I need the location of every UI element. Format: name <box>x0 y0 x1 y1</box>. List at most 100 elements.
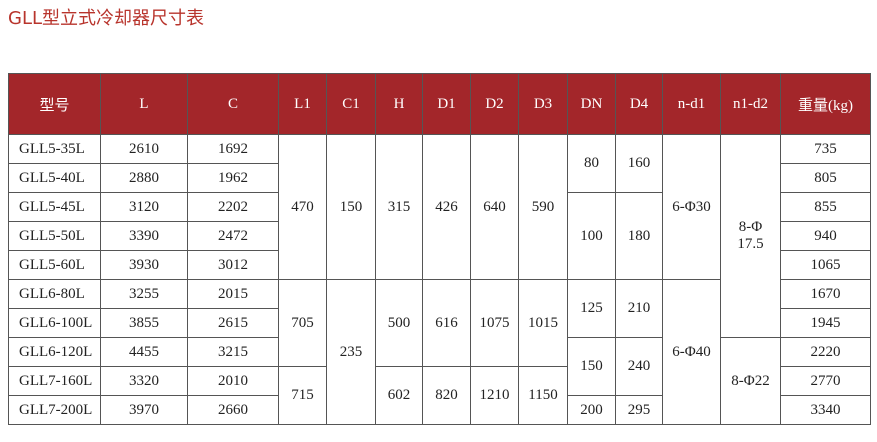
table-row: GLL6-80L 3255 2015 705 235 500 616 1075 1015 125 2… <box>8 279 871 425</box>
table-cell: 705 <box>278 279 327 367</box>
table-cell: GLL7-200L <box>8 395 101 425</box>
table-cell: 805 <box>780 163 871 193</box>
table-cell: 616 <box>422 279 471 367</box>
table-cell: GLL6-80L <box>8 279 101 309</box>
table-row: GLL7-200L 3970 2660 200 295 3340 <box>8 395 871 425</box>
table-cell: 2610 <box>100 134 188 164</box>
table-cell: 3855 <box>100 308 188 338</box>
table-cell: GLL5-60L <box>8 250 101 280</box>
table-cell: 235 <box>326 279 376 425</box>
table-cell: 1150 <box>518 366 568 425</box>
table-cell: 1962 <box>187 163 279 193</box>
table-cell: 735 <box>780 134 871 164</box>
table-cell: GLL5-50L <box>8 221 101 251</box>
table-row: GLL5-60L 3930 3012 1065 <box>8 250 871 280</box>
table-cell: GLL6-120L <box>8 337 101 367</box>
table-cell: 4455 <box>100 337 188 367</box>
table-cell: GLL5-35L <box>8 134 101 164</box>
table-cell: GLL7-160L <box>8 366 101 396</box>
table-row: GLL5-45L 3120 2202 100 180 855 <box>8 192 871 280</box>
table-cell: 640 <box>470 134 519 280</box>
header-cell: D3 <box>518 73 568 135</box>
table-cell: 100 <box>567 192 616 280</box>
table-cell: 295 <box>615 395 663 425</box>
table-cell: 6-Φ40 <box>662 279 721 425</box>
header-cell: D4 <box>615 73 663 135</box>
table-row: GLL5-50L 3390 2472 940 <box>8 221 871 251</box>
table-cell: 150 <box>567 337 616 396</box>
table-cell: 3340 <box>780 395 871 425</box>
table-cell: 602 <box>375 366 423 425</box>
header-cell: C1 <box>326 73 376 135</box>
header-cell: C <box>187 73 279 135</box>
table-cell: 1692 <box>187 134 279 164</box>
table-cell: 3320 <box>100 366 188 396</box>
table-cell: 160 <box>615 134 663 193</box>
header-cell: 型号 <box>8 73 101 135</box>
size-table: 型号 L C L1 C1 H D1 D2 D3 DN D4 n-d1 n1-d2 重量(kg) GLL5-… <box>8 73 871 425</box>
table-cell: 2220 <box>780 337 871 367</box>
header-cell: L1 <box>278 73 327 135</box>
table-cell: 200 <box>567 395 616 425</box>
table-cell: 500 <box>375 279 423 367</box>
table-cell: 3012 <box>187 250 279 280</box>
table-cell: 2202 <box>187 192 279 222</box>
table-cell: 80 <box>567 134 616 193</box>
table-cell: 590 <box>518 134 568 280</box>
table-cell: 1210 <box>470 366 519 425</box>
table-cell: 470 <box>278 134 327 280</box>
table-cell: 2660 <box>187 395 279 425</box>
header-cell: L <box>100 73 188 135</box>
header-cell: D1 <box>422 73 471 135</box>
table-cell: 3970 <box>100 395 188 425</box>
table-cell: 715 <box>278 366 327 425</box>
table-cell: GLL5-45L <box>8 192 101 222</box>
table-row: GLL5-40L 2880 1962 805 <box>8 163 871 193</box>
table-row: GLL6-120L 4455 3215 150 240 8-Φ22 2220 <box>8 337 871 425</box>
table-cell: 240 <box>615 337 663 396</box>
table-cell: 180 <box>615 192 663 280</box>
table-cell: GLL6-100L <box>8 308 101 338</box>
table-cell: 2010 <box>187 366 279 396</box>
table-cell: GLL5-40L <box>8 163 101 193</box>
table-cell: 1670 <box>780 279 871 309</box>
header-cell: D2 <box>470 73 519 135</box>
header-cell: DN <box>567 73 616 135</box>
table-cell: 1015 <box>518 279 568 367</box>
table-cell: 426 <box>422 134 471 280</box>
header-row: 型号 L C L1 C1 H D1 D2 D3 DN D4 n-d1 n1-d2 重量(kg) <box>8 73 871 135</box>
table-cell: 940 <box>780 221 871 251</box>
table-body: GLL5-35L 2610 1692 470 150 315 426 640 590 80 160 6… <box>8 134 871 425</box>
header-cell: 重量(kg) <box>780 73 871 135</box>
table-cell: 3215 <box>187 337 279 367</box>
table-cell: 855 <box>780 192 871 222</box>
table-cell: 125 <box>567 279 616 338</box>
table-cell: 3120 <box>100 192 188 222</box>
table-cell: 2472 <box>187 221 279 251</box>
table-cell: 210 <box>615 279 663 338</box>
header-cell: H <box>375 73 423 135</box>
table-cell: 1945 <box>780 308 871 338</box>
header-cell: n1-d2 <box>720 73 781 135</box>
table-cell: 8-Φ 17.5 <box>720 134 781 338</box>
table-cell: 1075 <box>470 279 519 367</box>
title: GLL型立式冷却器尺寸表 <box>8 8 205 29</box>
header-cell: n-d1 <box>662 73 721 135</box>
table-cell: 6-Φ30 <box>662 134 721 280</box>
table-cell: 315 <box>375 134 423 280</box>
table-cell: 2615 <box>187 308 279 338</box>
table-row: GLL5-35L 2610 1692 470 150 315 426 640 590 80 160 6… <box>8 134 871 338</box>
table-cell: 820 <box>422 366 471 425</box>
table-cell: 2770 <box>780 366 871 396</box>
table-cell: 3930 <box>100 250 188 280</box>
table-cell: 3390 <box>100 221 188 251</box>
table-cell: 150 <box>326 134 376 280</box>
cell-line: 17.5 <box>737 236 764 252</box>
cell-line: 8-Φ <box>738 219 763 235</box>
table-cell: 2880 <box>100 163 188 193</box>
table-cell: 8-Φ22 <box>720 337 781 425</box>
table-cell: 3255 <box>100 279 188 309</box>
table-cell: 1065 <box>780 250 871 280</box>
table-cell: 2015 <box>187 279 279 309</box>
